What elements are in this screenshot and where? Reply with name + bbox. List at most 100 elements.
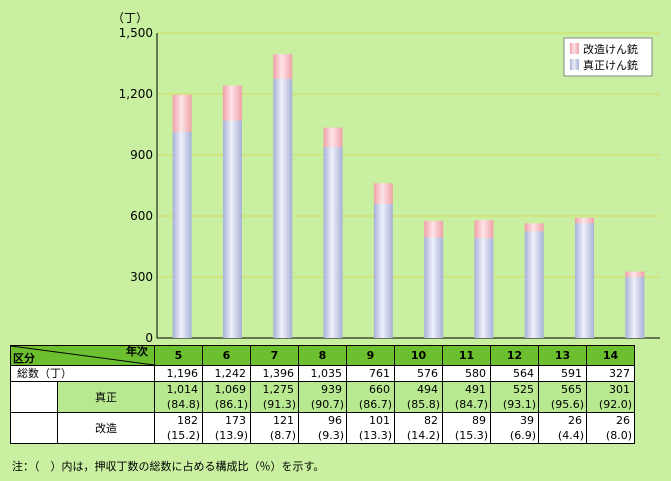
- modified-pct-cell: (15.3): [442, 428, 491, 444]
- bar-modified: [172, 94, 192, 132]
- bars: [172, 54, 645, 339]
- year-header: 6: [202, 345, 251, 366]
- y-tick-label: 300: [130, 270, 153, 284]
- bar-modified: [222, 85, 242, 121]
- modified-cell: 39: [490, 412, 539, 428]
- modified-cell: 173: [202, 412, 251, 428]
- total-label: 総数（丁）: [10, 365, 155, 382]
- genuine-cell: 491: [442, 381, 491, 397]
- genuine-cell: 525: [490, 381, 539, 397]
- modified-pct-cell: (15.2): [154, 428, 203, 444]
- genuine-pct-cell: (95.6): [538, 397, 587, 413]
- total-cell: 1,242: [202, 365, 251, 382]
- modified-pct-cell: (13.3): [346, 428, 395, 444]
- bar-genuine: [524, 231, 544, 338]
- header-row: 年次 区分 5 6 7 8 9 10 11 12 13 14: [10, 345, 635, 366]
- total-row: 総数（丁） 1,196 1,242 1,396 1,035 761 576 580 564 59…: [10, 365, 635, 382]
- bar-modified: [524, 223, 544, 232]
- genuine-cell: 1,275: [250, 381, 299, 397]
- footnote: 注：（ ）内は，押収丁数の総数に占める構成比（％）を示す。: [12, 460, 325, 473]
- corner-category-label: 区分: [13, 352, 35, 365]
- genuine-pct-cell: (93.1): [490, 397, 539, 413]
- corner-year-label: 年次: [126, 345, 148, 358]
- year-header: 13: [538, 345, 587, 366]
- genuine-pct-cell: (85.8): [394, 397, 443, 413]
- data-table: 年次 区分 5 6 7 8 9 10 11 12 13 14 総数（丁） 1,196 1,242 1,…: [10, 345, 635, 444]
- genuine-pct-cell: (84.8): [154, 397, 203, 413]
- genuine-cell: 939: [298, 381, 347, 397]
- bar-modified: [625, 271, 645, 277]
- modified-pct-cell: (6.9): [490, 428, 539, 444]
- genuine-cell: 1,014: [154, 381, 203, 397]
- legend-label-genuine: 真正けん銃: [583, 58, 638, 72]
- total-cell: 564: [490, 365, 539, 382]
- bar-genuine: [474, 238, 494, 338]
- year-header: 12: [490, 345, 539, 366]
- genuine-pct-cell: (84.7): [442, 397, 491, 413]
- bar-genuine: [222, 120, 242, 339]
- y-tick-label: 1,200: [119, 87, 153, 101]
- bar-genuine: [172, 131, 192, 338]
- total-cell: 761: [346, 365, 395, 382]
- modified-pct-cell: (4.4): [538, 428, 587, 444]
- modified-row: 改造 182 173 121 96 101 82 89 39 26 26: [10, 412, 635, 444]
- modified-cell: 101: [346, 412, 395, 428]
- bar-genuine: [424, 237, 444, 338]
- bar-modified: [474, 220, 494, 239]
- legend-swatch-genuine: [570, 59, 579, 70]
- total-cell: 591: [538, 365, 587, 382]
- corner-diagonal: [11, 346, 154, 365]
- legend-label-modified: 改造けん銃: [583, 42, 638, 56]
- genuine-cell: 1,069: [202, 381, 251, 397]
- y-tick-label: 600: [130, 209, 153, 223]
- bar-modified: [424, 220, 444, 238]
- total-cell: 1,035: [298, 365, 347, 382]
- modified-cell: 182: [154, 412, 203, 428]
- year-header: 10: [394, 345, 443, 366]
- year-header: 11: [442, 345, 491, 366]
- modified-spacer: [10, 412, 58, 444]
- genuine-pct-cell: (92.0): [586, 397, 635, 413]
- year-header: 7: [250, 345, 299, 366]
- modified-cell: 82: [394, 412, 443, 428]
- total-cell: 580: [442, 365, 491, 382]
- genuine-pct-cell: (86.7): [346, 397, 395, 413]
- year-header: 9: [346, 345, 395, 366]
- bar-genuine: [273, 78, 293, 338]
- modified-cell: 96: [298, 412, 347, 428]
- total-cell: 1,196: [154, 365, 203, 382]
- genuine-pct-cell: (91.3): [250, 397, 299, 413]
- y-axis: 0 300 600 900 1,200 1,500: [119, 26, 158, 345]
- genuine-cell: 301: [586, 381, 635, 397]
- table-corner: 年次 区分: [10, 345, 155, 366]
- modified-pct-row: (15.2) (13.9) (8.7) (9.3) (13.3) (14.2) (15.3)…: [11, 428, 635, 444]
- genuine-spacer: [10, 381, 58, 413]
- modified-pct-cell: (8.7): [250, 428, 299, 444]
- year-header: 8: [298, 345, 347, 366]
- genuine-pct-row: (84.8) (86.1) (91.3) (90.7) (86.7) (85.8) (84.…: [11, 397, 635, 413]
- modified-pct-cell: (9.3): [298, 428, 347, 444]
- genuine-cell: 565: [538, 381, 587, 397]
- bar-modified: [323, 127, 343, 148]
- y-axis-label: （丁）: [112, 11, 148, 25]
- genuine-cell: 660: [346, 381, 395, 397]
- modified-cell: 26: [538, 412, 587, 428]
- modified-cell: 89: [442, 412, 491, 428]
- bar-modified: [273, 54, 293, 79]
- modified-cell: 26: [586, 412, 635, 428]
- legend-swatch-modified: [570, 43, 579, 54]
- year-header: 14: [586, 345, 635, 366]
- y-tick-label: 0: [145, 331, 153, 345]
- bar-genuine: [625, 276, 645, 338]
- total-cell: 1,396: [250, 365, 299, 382]
- modified-label: 改造: [57, 412, 155, 444]
- bar-genuine: [323, 147, 343, 338]
- genuine-label: 真正: [57, 381, 155, 413]
- total-cell: 576: [394, 365, 443, 382]
- bar-genuine: [373, 203, 393, 338]
- y-tick-label: 1,500: [119, 26, 153, 40]
- total-cell: 327: [586, 365, 635, 382]
- genuine-cell: 494: [394, 381, 443, 397]
